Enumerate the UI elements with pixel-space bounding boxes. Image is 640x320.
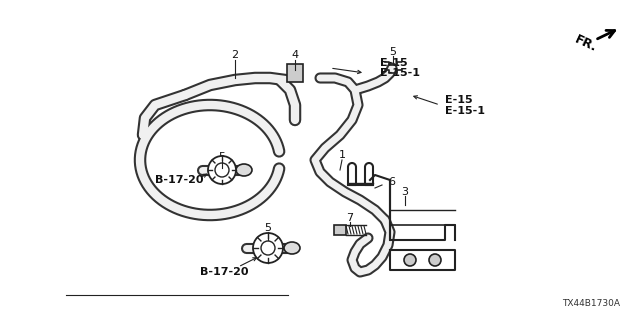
Circle shape xyxy=(208,156,236,184)
Text: 5: 5 xyxy=(218,152,225,162)
Text: 4: 4 xyxy=(291,50,299,60)
Text: E-15: E-15 xyxy=(445,95,472,105)
Ellipse shape xyxy=(236,164,252,176)
Text: 2: 2 xyxy=(232,50,239,60)
Text: TX44B1730A: TX44B1730A xyxy=(562,299,620,308)
Text: B-17-20: B-17-20 xyxy=(200,267,248,277)
Circle shape xyxy=(215,163,229,177)
Text: 6: 6 xyxy=(388,177,395,187)
FancyBboxPatch shape xyxy=(287,64,303,82)
Circle shape xyxy=(429,254,441,266)
Text: 7: 7 xyxy=(346,213,353,223)
Text: E-15: E-15 xyxy=(380,58,408,68)
Text: 5: 5 xyxy=(390,47,397,57)
Circle shape xyxy=(404,254,416,266)
Text: E-15-1: E-15-1 xyxy=(445,106,485,116)
Text: 3: 3 xyxy=(401,187,408,197)
Bar xyxy=(334,225,346,235)
Text: 5: 5 xyxy=(264,223,271,233)
Text: 1: 1 xyxy=(339,150,346,160)
Ellipse shape xyxy=(284,242,300,254)
Circle shape xyxy=(261,241,275,255)
Text: B-17-20: B-17-20 xyxy=(155,175,204,185)
Circle shape xyxy=(253,233,283,263)
Text: E-15-1: E-15-1 xyxy=(380,68,420,78)
Text: FR.: FR. xyxy=(573,33,600,55)
